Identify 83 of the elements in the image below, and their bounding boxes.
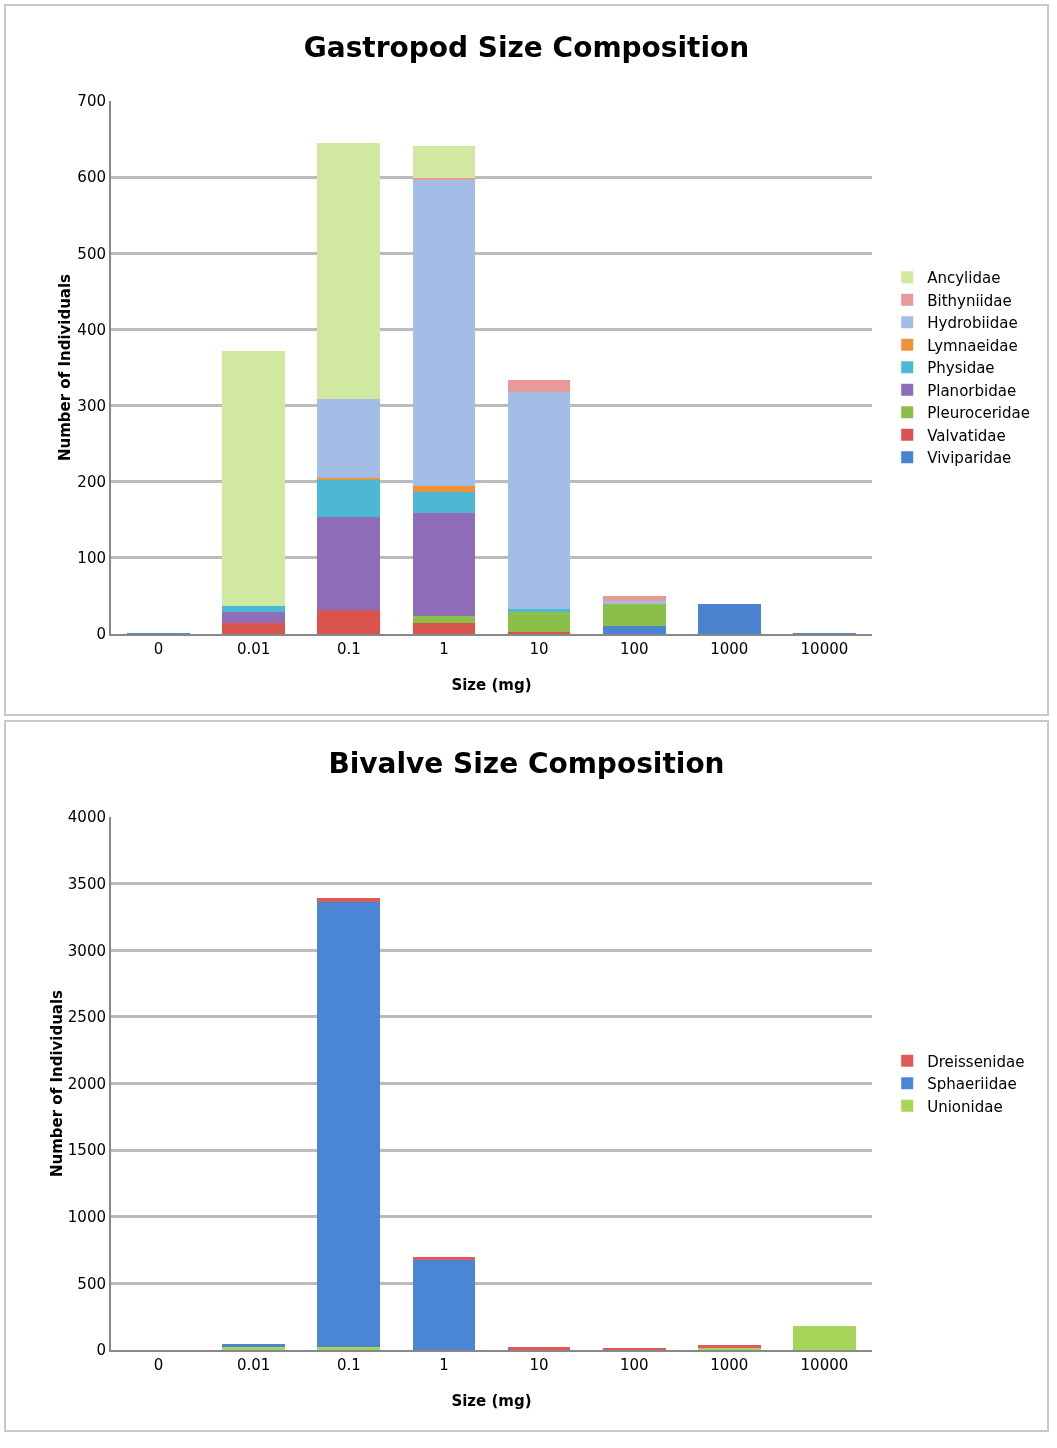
bar — [412, 1259, 476, 1350]
x-axis-title: Size (mg) — [451, 676, 532, 694]
bar — [412, 491, 476, 513]
legend-label: Lymnaeidae — [927, 336, 1018, 355]
bar — [222, 605, 286, 612]
y-tick-label: 0 — [96, 625, 106, 644]
x-tick-label: 0.1 — [336, 640, 361, 658]
x-tick-label: 100 — [619, 1356, 649, 1374]
y-tick-label: 3000 — [67, 941, 106, 960]
bar — [317, 902, 381, 1348]
y-tick-label: 300 — [77, 396, 106, 415]
bar — [507, 608, 571, 612]
legend-label: Sphaeriidae — [927, 1075, 1017, 1094]
bar — [412, 145, 476, 178]
bar — [602, 595, 666, 601]
legend-label: Valvatidae — [927, 426, 1006, 445]
bar — [412, 616, 476, 623]
bar — [222, 611, 286, 623]
bar — [602, 600, 666, 604]
y-tick-label: 500 — [77, 1274, 106, 1293]
x-tick-label: 10 — [529, 1356, 549, 1374]
x-tick-label: 1000 — [710, 640, 749, 658]
legend-label: Unionidae — [927, 1097, 1003, 1116]
x-tick-label: 0 — [153, 640, 164, 658]
chart-title: Bivalve Size Composition — [328, 747, 725, 781]
y-tick-label: 1000 — [67, 1208, 106, 1226]
bar — [222, 350, 286, 606]
legend-label: Pleuroceridae — [927, 404, 1030, 423]
x-tick-label: 1 — [439, 640, 449, 658]
bar — [697, 604, 761, 634]
bar — [317, 142, 381, 399]
bar — [317, 398, 381, 478]
bar — [412, 485, 476, 492]
y-axis-title: Number of Individuals — [47, 989, 66, 1178]
bar — [222, 622, 286, 634]
y-axis-title: Number of Individuals — [56, 273, 74, 462]
y-tick-label: 700 — [77, 92, 106, 111]
y-tick-label: 3500 — [67, 874, 106, 893]
x-tick-label: 1 — [439, 1356, 449, 1374]
x-tick-label: 1000 — [710, 1356, 749, 1374]
legend-label: Physidae — [927, 359, 995, 378]
bar — [602, 625, 666, 634]
x-tick-label: 10 — [529, 640, 549, 658]
legend-label: Planorbidae — [927, 381, 1017, 400]
y-tick-label: 400 — [77, 320, 106, 339]
y-tick-label: 1500 — [67, 1141, 106, 1160]
y-tick-label: 600 — [77, 168, 106, 187]
y-tick-label: 2500 — [67, 1008, 106, 1027]
bar — [793, 1326, 856, 1350]
bar — [412, 1257, 476, 1260]
y-tick-label: 4000 — [67, 808, 106, 827]
y-tick-label: 500 — [77, 244, 106, 263]
legend-label: Dreissenidae — [927, 1052, 1025, 1071]
x-tick-label: 0.1 — [336, 1356, 361, 1374]
y-tick-label: 0 — [96, 1341, 106, 1360]
legend-label: Viviparidae — [927, 449, 1012, 468]
bar — [317, 898, 381, 903]
bar — [317, 480, 381, 517]
x-tick-label: 0.01 — [236, 640, 271, 658]
x-axis-title: Size (mg) — [451, 1392, 532, 1410]
x-tick-label: 10000 — [800, 1356, 849, 1374]
bar — [317, 516, 381, 611]
y-tick-label: 2000 — [67, 1074, 106, 1093]
bar — [317, 610, 381, 634]
y-tick-label: 200 — [77, 472, 106, 491]
bar — [412, 180, 476, 486]
x-tick-label: 10000 — [800, 640, 849, 658]
bar — [507, 380, 571, 392]
bar — [507, 611, 571, 632]
x-tick-label: 100 — [619, 640, 649, 658]
bar — [507, 1346, 571, 1350]
bar — [317, 1347, 381, 1350]
bar — [412, 622, 476, 634]
x-tick-label: 0.01 — [236, 1356, 271, 1374]
legend-label: Hydrobiidae — [927, 314, 1018, 333]
x-tick-label: 0 — [153, 1356, 164, 1374]
chart-title: Gastropod Size Composition — [303, 31, 750, 65]
legend-label: Bithyniidae — [927, 291, 1012, 310]
bar — [412, 512, 476, 617]
y-tick-label: 100 — [77, 549, 106, 568]
bar — [602, 603, 666, 626]
legend-label: Ancylidae — [927, 269, 1001, 288]
bar — [507, 391, 571, 609]
